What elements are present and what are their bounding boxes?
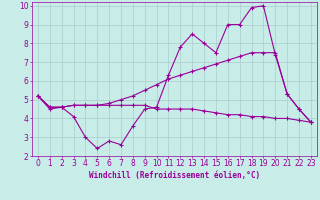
X-axis label: Windchill (Refroidissement éolien,°C): Windchill (Refroidissement éolien,°C) <box>89 171 260 180</box>
